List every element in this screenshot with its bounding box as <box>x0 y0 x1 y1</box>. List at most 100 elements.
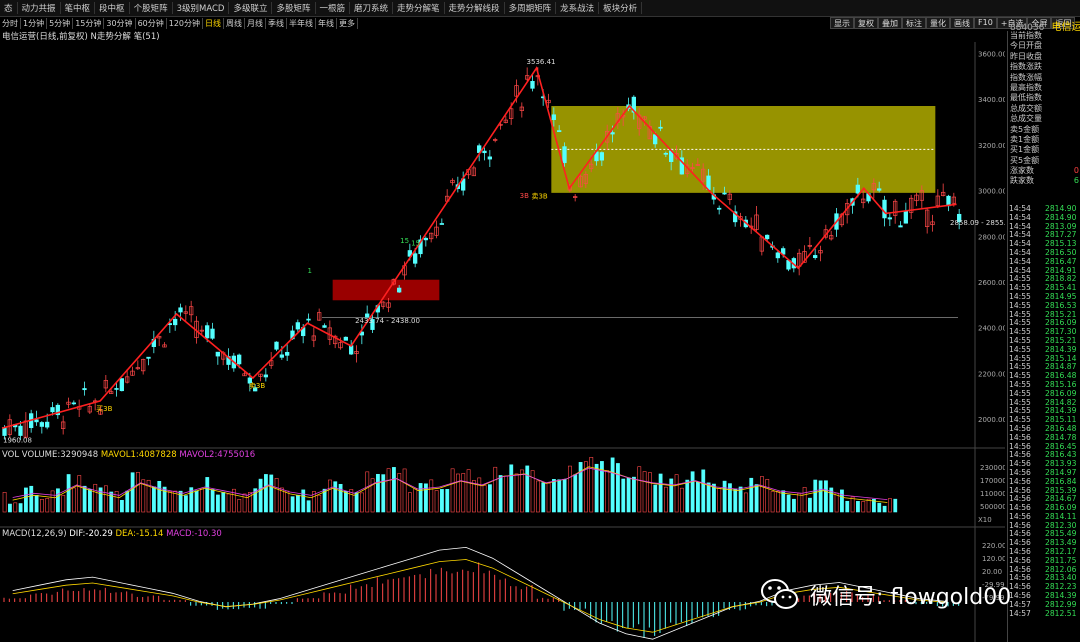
tick-price: 2812.17 <box>1045 547 1077 557</box>
period-tab[interactable]: 1分钟 <box>21 17 48 29</box>
period-tab[interactable]: 月线 <box>245 17 267 29</box>
period-tab[interactable]: 30分钟 <box>104 17 136 29</box>
macd-title: MACD(12,26,9) <box>2 529 67 539</box>
volume-bar <box>392 467 396 513</box>
menu-item[interactable]: 磨刀系统 <box>350 2 394 14</box>
volume-bar <box>162 486 167 513</box>
toolbar-button[interactable]: 显示 <box>830 17 854 29</box>
volume-bar <box>194 490 199 513</box>
tick-row: 14:55 2815.21 <box>1007 310 1080 320</box>
candle-body <box>727 193 732 200</box>
candle-body <box>157 335 162 339</box>
menu-item[interactable]: 板块分析 <box>599 2 643 14</box>
period-tab[interactable]: 半年线 <box>287 17 317 29</box>
volume-bar <box>589 457 594 513</box>
volume-bar <box>562 478 567 513</box>
candle-body <box>679 157 684 175</box>
tick-price: 2812.99 <box>1045 599 1077 609</box>
toolbar-button[interactable]: 标注 <box>902 17 926 29</box>
menu-item[interactable]: 一根筋 <box>316 2 351 14</box>
tick-row: 14:56 2816.09 <box>1007 503 1080 513</box>
period-tab[interactable]: 60分钟 <box>136 17 167 29</box>
menu-item[interactable]: 走势分解笔 <box>393 2 445 14</box>
period-tab[interactable]: 15分钟 <box>73 17 105 29</box>
menu-item[interactable]: 动力共振 <box>18 2 61 14</box>
tick-price: 2815.39 <box>1045 485 1077 495</box>
menu-item[interactable]: 笔中枢 <box>61 2 96 14</box>
candle-body <box>205 325 210 339</box>
volume-bar <box>477 477 482 513</box>
candle-body <box>125 376 130 383</box>
candle-body <box>429 232 434 240</box>
candle-body <box>605 130 610 143</box>
menu-item[interactable]: 多周期矩阵 <box>505 2 557 14</box>
menu-item[interactable]: 段中枢 <box>95 2 130 14</box>
volume-bar <box>834 492 839 513</box>
volume-bar <box>72 487 76 513</box>
period-tab[interactable]: 季线 <box>266 17 288 29</box>
period-tab[interactable]: 更多 <box>337 17 359 29</box>
volume-bar <box>322 488 327 513</box>
menu-item[interactable]: 态 <box>0 2 18 14</box>
volume-bar <box>333 481 338 513</box>
bi-line <box>1 66 957 430</box>
volume-bar <box>829 487 834 513</box>
candle-body <box>514 85 519 97</box>
volume-bar <box>845 500 850 513</box>
candle-body <box>647 126 652 140</box>
candle-body <box>258 373 263 377</box>
tick-price: 2815.13 <box>1045 239 1077 249</box>
candle-body <box>914 194 919 202</box>
volume-bar <box>488 484 492 513</box>
menu-item[interactable]: 个股矩阵 <box>130 2 173 14</box>
menu-item[interactable]: 多级联立 <box>229 2 273 14</box>
tick-price: 2814.82 <box>1045 397 1077 407</box>
candle-body <box>589 163 594 169</box>
period-tab[interactable]: 年线 <box>316 17 338 29</box>
volume-bar <box>61 495 66 513</box>
yaxis-tick: 3400.00 <box>978 96 1005 104</box>
volume-bar <box>237 499 242 513</box>
volume-bar <box>637 466 642 513</box>
toolbar-button[interactable]: 画线 <box>950 17 974 29</box>
tick-row: 14:56 2811.75 <box>1007 556 1080 566</box>
period-tab[interactable]: 分时 <box>0 17 21 29</box>
toolbar-button[interactable]: 复权 <box>854 17 878 29</box>
tick-price: 2816.53 <box>1045 300 1077 310</box>
toolbar-button[interactable]: 量化 <box>926 17 950 29</box>
volume-bar <box>136 472 140 513</box>
tick-row: 14:55 2815.16 <box>1007 379 1080 390</box>
tick-list[interactable]: 14:54 2814.90 14:54 2814.90 14:54 2813.09 14:5… <box>1007 204 1080 618</box>
menu-item[interactable]: 走势分解线段 <box>445 2 505 14</box>
kline-chart[interactable]: 3600.00 3400.00 3200.00 3000.00 2800.00 2600.… <box>0 42 1005 642</box>
volume-bar <box>802 487 807 513</box>
candle-body <box>599 152 604 161</box>
s1-marker: 1 <box>307 267 311 275</box>
tick-row: 14:55 2818.82 <box>1007 275 1080 284</box>
volume-bar <box>157 480 162 513</box>
period-tab[interactable]: 5分钟 <box>47 17 74 29</box>
volume-bar <box>861 501 866 513</box>
volume-bar <box>173 490 178 513</box>
period-tab[interactable]: 周线 <box>224 17 246 29</box>
toolbar-button[interactable]: +自选 <box>996 17 1028 29</box>
tick-price: 2815.16 <box>1045 379 1077 389</box>
toolbar-button[interactable]: 全屏 <box>1027 17 1052 29</box>
period-tab[interactable]: 日线 <box>203 17 225 29</box>
volume-bar <box>824 480 828 513</box>
candle-body <box>578 175 583 188</box>
menu-item[interactable]: 多股矩阵 <box>272 2 316 14</box>
menu-item[interactable]: 3级别MACD <box>173 2 230 14</box>
toolbar-button[interactable]: 返回 <box>1051 17 1076 29</box>
menu-item[interactable]: 龙系战法 <box>556 2 600 14</box>
toolbar-button[interactable]: 叠加 <box>878 17 902 29</box>
volume-axis-tick: 2300000 <box>980 464 1005 472</box>
volume-bar <box>397 473 402 513</box>
volume-bar <box>546 482 551 513</box>
side-field-label: 指数涨幅 <box>1010 72 1042 82</box>
candle-body <box>855 184 860 194</box>
high-price-label: 3536.41 <box>527 58 556 66</box>
toolbar-button[interactable]: F10 <box>974 17 997 29</box>
macd-dea: DEA:-15.14 <box>115 529 164 539</box>
period-tab[interactable]: 120分钟 <box>167 17 204 29</box>
